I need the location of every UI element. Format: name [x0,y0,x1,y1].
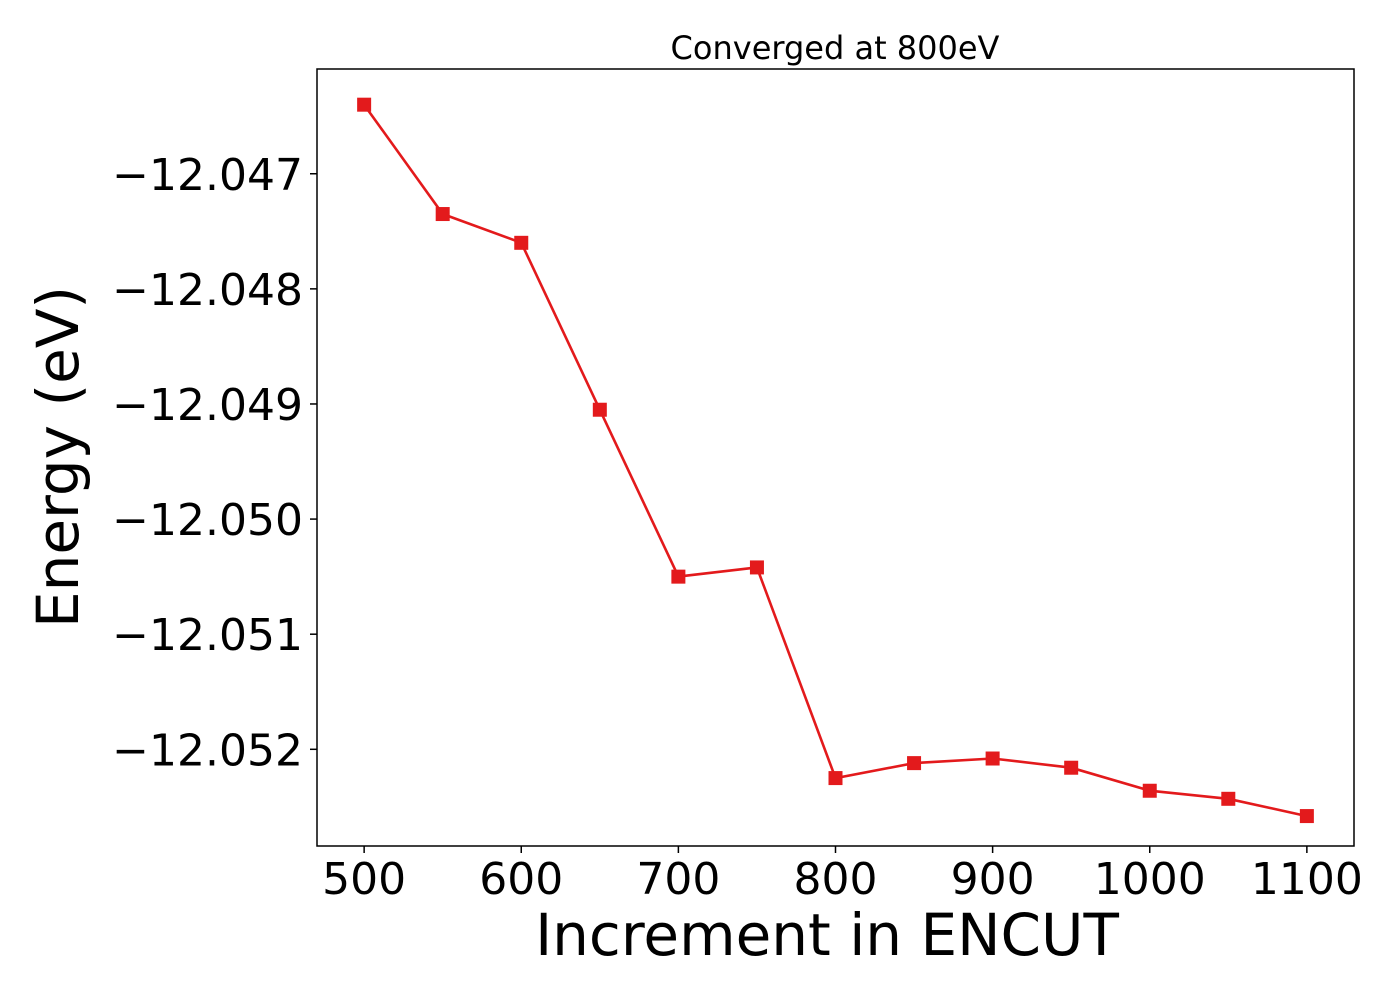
series-layer [357,97,1314,824]
data-point-marker [1064,760,1079,775]
plot-area [316,68,1355,847]
x-tick-label: 800 [794,854,878,905]
x-tick-label: 1000 [1094,854,1206,905]
data-point-marker [1299,809,1314,824]
data-point-marker [514,235,529,250]
x-tick-label: 700 [636,854,720,905]
y-tick-label: −12.048 [112,265,303,316]
data-point-marker [828,771,843,786]
y-axis-ticks: −12.047 −12.048 −12.049 −12.050 −12.051 −12.0… [112,150,317,776]
y-axis-label: Energy (eV) [24,286,92,628]
data-point-marker [1221,791,1236,806]
data-point-marker [1142,783,1157,798]
y-tick-label: −12.047 [112,150,303,201]
data-point-marker [985,751,1000,766]
data-point-marker [907,756,922,771]
data-point-marker [671,569,686,584]
series-line [363,103,1308,818]
y-tick-label: −12.052 [112,725,303,776]
y-tick-label: −12.051 [112,610,303,661]
chart-title: Converged at 800eV [671,29,1000,67]
x-tick-label: 1100 [1251,854,1363,905]
data-point-marker [749,560,764,575]
data-point-marker [592,402,607,417]
data-point-marker [435,207,450,222]
x-tick-label: 500 [322,854,406,905]
x-tick-label: 600 [479,854,563,905]
y-tick-label: −12.049 [112,380,303,431]
x-tick-label: 900 [951,854,1035,905]
data-point-marker [357,97,372,112]
y-tick-label: −12.050 [112,495,303,546]
x-axis-ticks: 500 600 700 800 900 1000 1100 [322,846,1363,905]
x-axis-label: Increment in ENCUT [535,901,1119,969]
